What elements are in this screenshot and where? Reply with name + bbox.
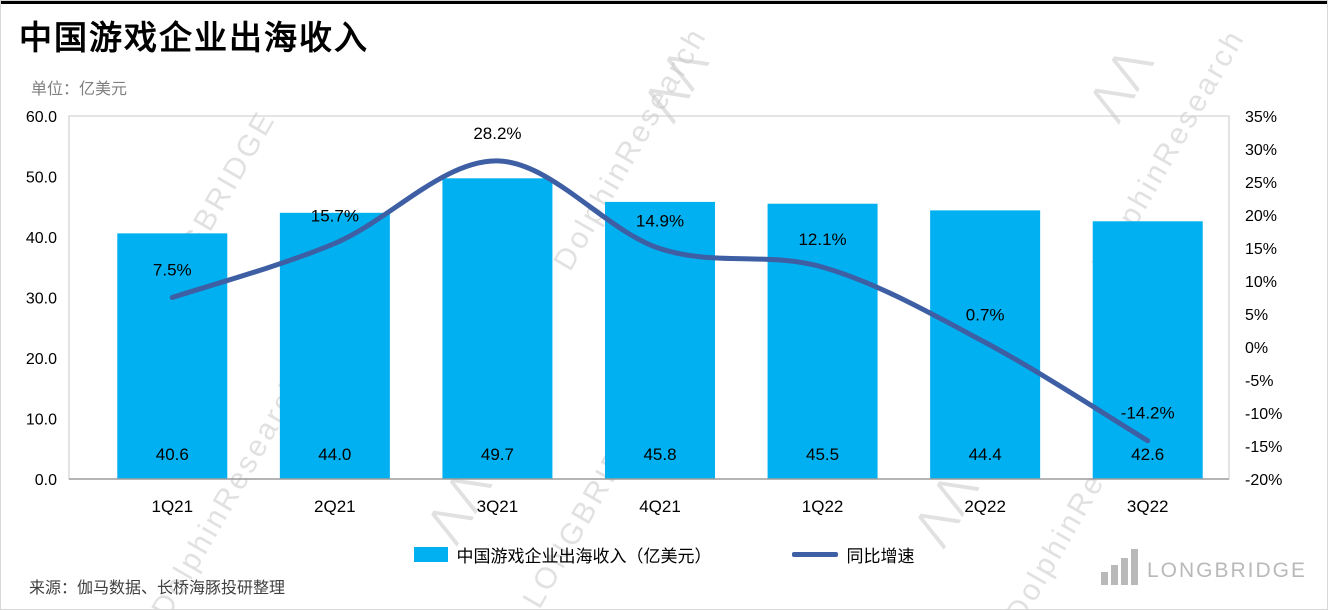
x-axis-label: 4Q21 xyxy=(639,497,681,516)
right-axis-tick: 5% xyxy=(1245,307,1268,324)
line-value-label: 7.5% xyxy=(153,261,192,280)
right-axis-tick: 20% xyxy=(1245,208,1277,225)
legend-item-revenue: 中国游戏企业出海收入（亿美元） xyxy=(413,542,712,567)
right-axis-tick: 0% xyxy=(1245,340,1268,357)
left-axis-tick: 60.0 xyxy=(26,109,57,126)
left-axis-tick: 30.0 xyxy=(26,291,57,308)
x-axis-label: 3Q22 xyxy=(1127,497,1169,516)
bar-value-label: 49.7 xyxy=(481,445,514,464)
legend-item-growth: 同比增速 xyxy=(791,542,915,567)
legend-line-label: 同比增速 xyxy=(846,547,915,566)
right-axis-tick: 25% xyxy=(1245,175,1277,192)
revenue-bar xyxy=(117,233,228,479)
bar-value-label: 44.0 xyxy=(318,445,351,464)
left-axis-tick: 50.0 xyxy=(26,170,57,187)
line-swatch-icon xyxy=(791,552,838,557)
line-value-label: 28.2% xyxy=(473,124,521,143)
right-axis-tick: 30% xyxy=(1245,142,1277,159)
right-axis-tick: -5% xyxy=(1245,373,1273,390)
right-axis-tick: 35% xyxy=(1245,109,1277,126)
chart-title: 中国游戏企业出海收入 xyxy=(19,19,369,56)
x-axis-label: 3Q21 xyxy=(477,497,519,516)
x-axis-label: 2Q21 xyxy=(314,497,356,516)
bar-swatch-icon xyxy=(413,547,448,562)
x-axis-label: 1Q22 xyxy=(802,497,844,516)
revenue-bar xyxy=(605,201,715,479)
revenue-bar xyxy=(767,203,878,479)
right-axis-tick: -15% xyxy=(1245,439,1282,456)
line-value-label: 0.7% xyxy=(966,305,1005,324)
bar-value-label: 40.6 xyxy=(156,445,189,464)
line-value-label: 12.1% xyxy=(798,230,846,249)
legend-bar-label: 中国游戏企业出海收入（亿美元） xyxy=(456,547,712,566)
top-border-rule xyxy=(1,1,1327,4)
bar-value-label: 44.4 xyxy=(969,445,1002,464)
line-value-label: 14.9% xyxy=(636,212,684,231)
source-note: 来源：伽马数据、长桥海豚投研整理 xyxy=(29,580,286,597)
line-value-label: -14.2% xyxy=(1121,404,1175,423)
revenue-bar xyxy=(279,212,390,480)
bar-value-label: 42.6 xyxy=(1131,445,1164,464)
legend: 中国游戏企业出海收入（亿美元） 同比增速 xyxy=(1,542,1327,567)
left-axis-tick: 10.0 xyxy=(26,412,57,429)
left-axis-tick: 0.0 xyxy=(35,472,57,489)
bar-chart-icon xyxy=(1100,549,1138,585)
growth-line xyxy=(169,158,1151,444)
right-axis-tick: 15% xyxy=(1245,241,1277,258)
unit-label: 单位：亿美元 xyxy=(31,81,128,98)
bar-value-label: 45.5 xyxy=(806,445,839,464)
revenue-bar xyxy=(1092,221,1203,479)
x-axis-label: 2Q22 xyxy=(964,497,1006,516)
longbridge-logo: LONGBRIDGE xyxy=(1100,549,1307,585)
left-axis-tick: 20.0 xyxy=(26,351,57,368)
brand-name: LONGBRIDGE xyxy=(1146,559,1307,582)
right-axis-tick: -20% xyxy=(1245,472,1282,489)
right-axis-tick: 10% xyxy=(1245,274,1277,291)
revenue-bar xyxy=(442,178,553,479)
line-value-label: 15.7% xyxy=(311,206,359,225)
left-axis-tick: 40.0 xyxy=(26,230,57,247)
x-axis-label: 1Q21 xyxy=(151,497,193,516)
bar-value-label: 45.8 xyxy=(643,445,676,464)
right-axis-tick: -10% xyxy=(1245,406,1282,423)
